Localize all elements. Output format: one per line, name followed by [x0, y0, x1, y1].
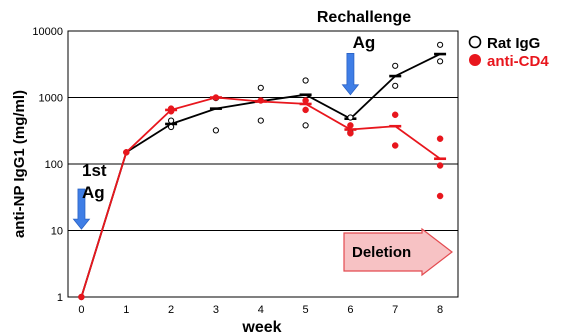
point-anti-cd4-3 — [167, 105, 175, 112]
rechallenge-arrow — [341, 53, 360, 96]
x-tick-labels: 0 1 2 3 4 5 6 7 8 — [78, 304, 443, 316]
legend-anti-cd4-label: anti-CD4 — [487, 53, 549, 70]
point-rat-igg-8 — [302, 122, 309, 129]
point-anti-cd4-11 — [391, 142, 399, 149]
rechallenge-label-line2: Ag — [353, 33, 376, 52]
x-tick-label-8: 8 — [437, 304, 443, 316]
point-anti-cd4-13 — [436, 162, 444, 169]
x-tick-label-3: 3 — [213, 304, 219, 316]
point-rat-igg-9 — [302, 77, 309, 84]
deletion-arrow: Deletion — [343, 227, 453, 277]
point-rat-igg-12 — [392, 62, 399, 69]
point-anti-cd4-10 — [391, 111, 399, 119]
point-anti-cd4-14 — [436, 192, 444, 200]
point-rat-igg-15 — [437, 58, 444, 65]
x-tick-label-7: 7 — [392, 304, 398, 316]
annotation-arrows — [72, 53, 360, 230]
point-rat-igg-13 — [392, 82, 399, 89]
first-ag-label-line2: Ag — [82, 183, 105, 202]
y-tick-labels: 1 10 100 1000 10000 — [32, 26, 63, 304]
x-tick-label-0: 0 — [78, 304, 84, 316]
point-rat-igg-14 — [437, 41, 444, 48]
legend: Rat IgG anti-CD4 — [468, 35, 549, 70]
legend-anti-cd4-marker — [469, 54, 481, 66]
point-anti-cd4-5 — [257, 97, 265, 104]
x-tick-label-1: 1 — [123, 304, 129, 316]
point-rat-igg-10 — [347, 114, 354, 121]
y-tick-label-2: 100 — [45, 159, 63, 171]
point-rat-igg-3 — [168, 117, 175, 124]
point-anti-cd4-0 — [78, 293, 85, 301]
x-tick-label-2: 2 — [168, 304, 174, 316]
series-anti-cd4 — [78, 94, 447, 301]
x-axis-title: week — [241, 319, 281, 336]
y-tick-label-3: 1000 — [39, 93, 63, 105]
point-anti-cd4-7 — [302, 106, 309, 114]
x-tick-label-4: 4 — [258, 304, 264, 316]
x-tick-label-6: 6 — [347, 304, 353, 316]
point-anti-cd4-9 — [347, 130, 354, 137]
point-anti-cd4-1 — [123, 149, 130, 156]
deletion-arrow-shape — [343, 227, 453, 277]
y-axis-title: anti-NP IgG1 (mg/ml) — [11, 90, 28, 238]
legend-rat-igg-marker — [468, 35, 482, 49]
y-tick-label-1: 10 — [51, 226, 63, 238]
y-tick-label-4: 10000 — [32, 26, 63, 38]
x-tick-label-5: 5 — [303, 304, 309, 316]
series-layer — [78, 41, 447, 301]
plot-area-frame — [67, 30, 459, 298]
rechallenge-label-line1: Rechallenge — [317, 9, 411, 26]
point-anti-cd4-8 — [347, 122, 354, 129]
point-anti-cd4-6 — [302, 97, 309, 104]
point-rat-igg-7 — [257, 84, 264, 91]
point-anti-cd4-12 — [436, 135, 444, 142]
point-rat-igg-4 — [212, 127, 219, 134]
point-rat-igg-6 — [257, 117, 264, 124]
point-rat-igg-2 — [168, 123, 175, 131]
first-ag-label-line1: 1st — [82, 161, 107, 180]
y-tick-label-0: 1 — [57, 292, 63, 304]
deletion-label: Deletion — [352, 244, 411, 261]
legend-rat-igg-label: Rat IgG — [487, 35, 540, 52]
point-anti-cd4-4 — [212, 94, 220, 101]
first-ag-arrow — [72, 188, 91, 230]
